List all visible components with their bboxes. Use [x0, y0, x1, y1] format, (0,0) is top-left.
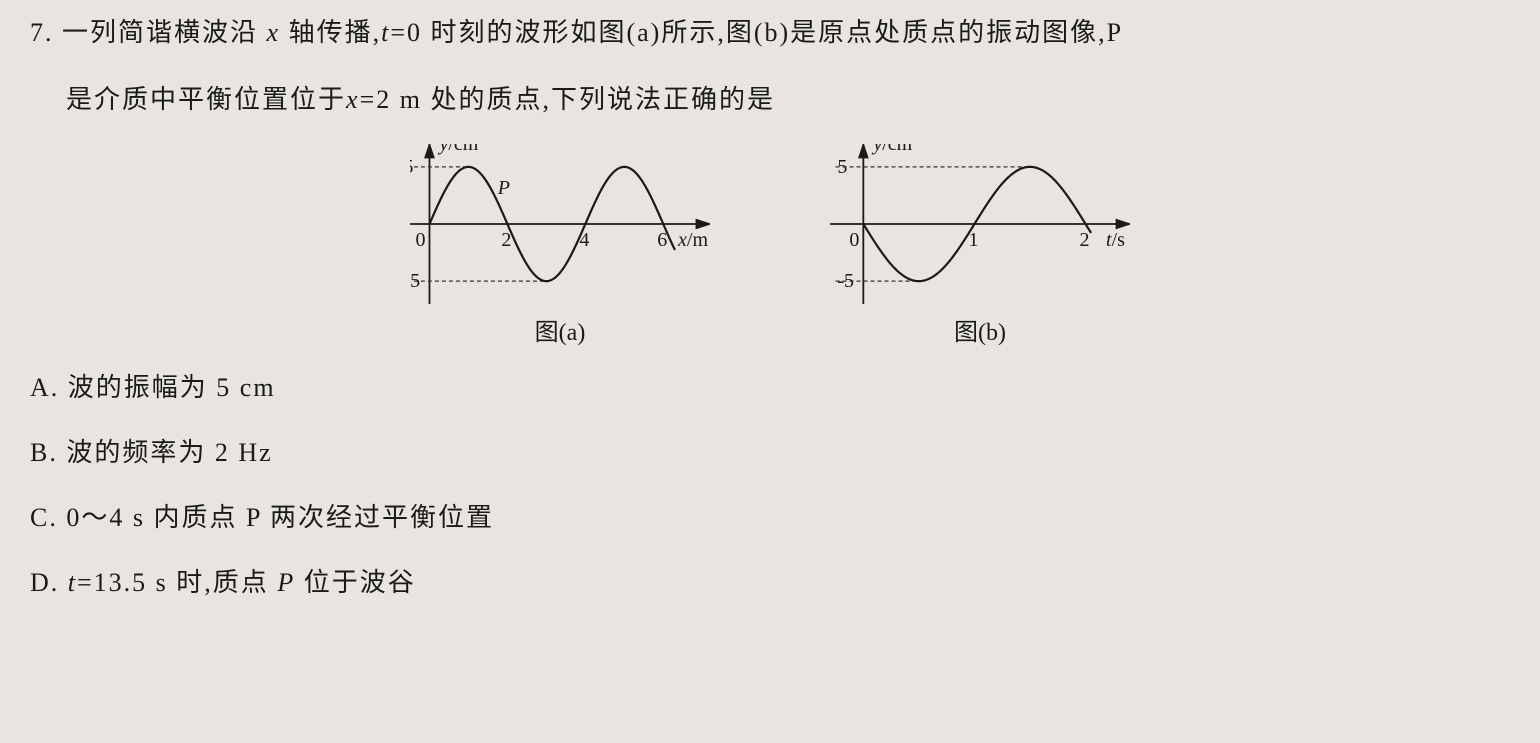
question-line-1: 7. 一列简谐横波沿 x 轴传播,t=0 时刻的波形如图(a)所示,图(b)是原… — [30, 10, 1510, 57]
chart-b-caption: 图(b) — [954, 312, 1006, 347]
question-line-2: 是介质中平衡位置位于x=2 m 处的质点,下列说法正确的是 — [30, 77, 1510, 124]
q-l2-a: 是介质中平衡位置位于 — [66, 85, 346, 114]
svg-text:6: 6 — [657, 229, 667, 251]
option-A-text: 波的振幅为 5 cm — [68, 373, 276, 402]
svg-text:1: 1 — [968, 229, 978, 251]
option-D-text-a: =13.5 s 时,质点 — [77, 568, 277, 597]
svg-text:-5: -5 — [410, 270, 420, 292]
svg-text:y/cm: y/cm — [871, 144, 912, 155]
svg-text:0: 0 — [415, 229, 425, 251]
question-number: 7. — [30, 18, 54, 47]
option-D-var-t: t — [68, 568, 77, 597]
chart-b: 0 1 2 5 -5 y/cm t/s — [830, 144, 1130, 304]
chart-a: 0 2 4 6 5 -5 y/cm x/m P — [410, 144, 710, 304]
svg-text:-5: -5 — [837, 270, 854, 292]
q-var-t: t — [381, 18, 390, 47]
chart-a-caption: 图(a) — [535, 312, 586, 347]
svg-text:x/m: x/m — [677, 229, 708, 251]
option-B: B. 波的频率为 2 Hz — [30, 432, 1510, 469]
option-D-label: D. — [30, 568, 59, 597]
svg-text:5: 5 — [837, 155, 847, 177]
option-D-text-b: 位于波谷 — [295, 568, 416, 597]
q-l1-c: =0 时刻的波形如图(a)所示,图(b)是原点处质点的振动图像,P — [390, 18, 1123, 47]
q-l1-a: 一列简谐横波沿 — [62, 18, 267, 47]
svg-text:4: 4 — [579, 229, 589, 251]
q-l2-b: =2 m 处的质点,下列说法正确的是 — [360, 85, 775, 114]
charts-row: 0 2 4 6 5 -5 y/cm x/m P 图(a) 0 1 2 5 -5 y/cm t/s 图(b) — [30, 144, 1510, 347]
svg-text:2: 2 — [1080, 229, 1090, 251]
chart-b-block: 0 1 2 5 -5 y/cm t/s 图(b) — [830, 144, 1130, 347]
option-B-label: B. — [30, 438, 58, 467]
option-A: A. 波的振幅为 5 cm — [30, 367, 1510, 404]
chart-a-block: 0 2 4 6 5 -5 y/cm x/m P 图(a) — [410, 144, 710, 347]
options-list: A. 波的振幅为 5 cm B. 波的频率为 2 Hz C. 0～4 s 内质点… — [30, 367, 1510, 599]
option-C: C. 0～4 s 内质点 P 两次经过平衡位置 — [30, 497, 1510, 534]
option-B-text: 波的频率为 2 Hz — [66, 438, 272, 467]
q-var-x2: x — [346, 85, 360, 114]
q-l1-b: 轴传播, — [280, 18, 381, 47]
svg-text:5: 5 — [410, 155, 413, 177]
option-C-label: C. — [30, 503, 58, 532]
option-D: D. t=13.5 s 时,质点 P 位于波谷 — [30, 562, 1510, 599]
option-D-var-P: P — [277, 568, 295, 597]
q-var-x: x — [267, 18, 281, 47]
option-C-text: 0～4 s 内质点 P 两次经过平衡位置 — [66, 503, 494, 532]
svg-text:t/s: t/s — [1106, 229, 1125, 251]
svg-text:0: 0 — [849, 229, 859, 251]
svg-text:P: P — [497, 177, 510, 199]
svg-text:y/cm: y/cm — [437, 144, 478, 155]
svg-text:2: 2 — [501, 229, 511, 251]
option-A-label: A. — [30, 373, 59, 402]
